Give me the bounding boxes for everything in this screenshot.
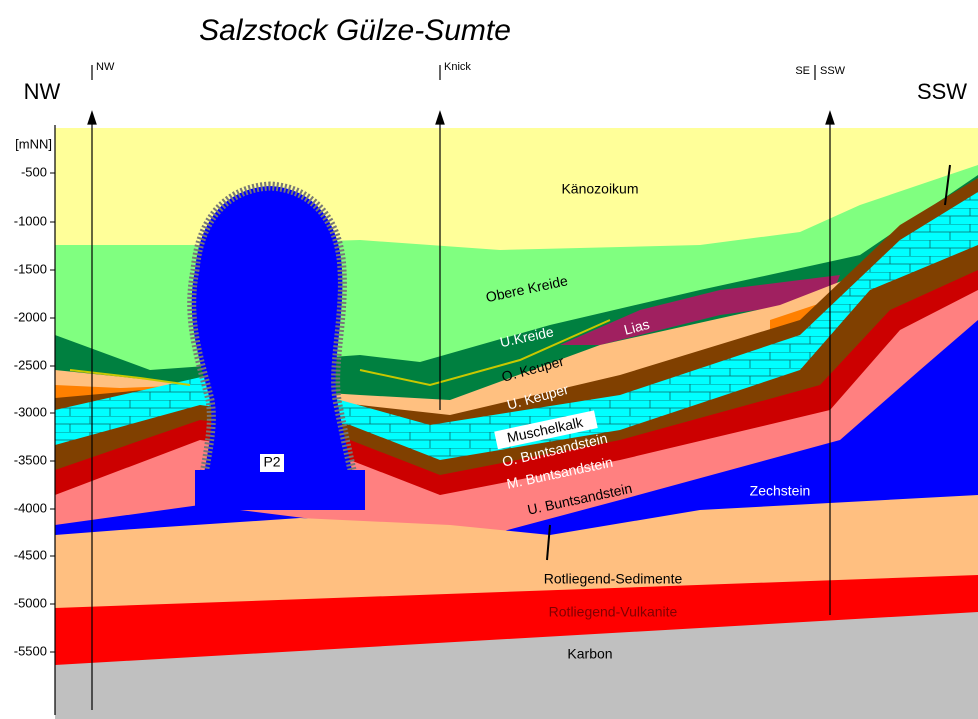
arrowhead (825, 110, 835, 125)
tick-label: -1500 (14, 261, 47, 276)
layer-label: Lias (622, 316, 651, 338)
layer-label: Känozoikum (561, 181, 638, 197)
layer-label: P2 (263, 454, 280, 470)
tick-label: -5000 (14, 595, 47, 610)
layer-label: Rotliegend-Vulkanite (549, 604, 678, 620)
tick-label: -3500 (14, 452, 47, 467)
salt-base (195, 470, 365, 510)
kreide-line (69, 369, 191, 386)
label-box (260, 454, 284, 472)
layers (55, 128, 978, 719)
tick-label: -5500 (14, 643, 47, 658)
direction-right: SSW (917, 79, 967, 104)
layer-label: Zechstein (750, 483, 811, 499)
layer-label: Karbon (567, 646, 612, 662)
karbon-layer (55, 612, 978, 719)
boreholes (54, 65, 951, 715)
tick-label: -4000 (14, 500, 47, 515)
direction-left: NW (24, 79, 61, 104)
lias-layer (560, 275, 840, 345)
tick-label: -1000 (14, 213, 47, 228)
tick-label: -3000 (14, 404, 47, 419)
salt-dome (187, 181, 365, 507)
tick-label: -2000 (14, 309, 47, 324)
tick-label: -4500 (14, 547, 47, 562)
fault-line (944, 164, 951, 206)
label-box (494, 410, 598, 450)
tick-label: -2500 (14, 357, 47, 372)
arrowhead (87, 110, 97, 125)
layer-label: Rotliegend-Sedimente (544, 571, 683, 587)
profile-label: Knick (444, 61, 471, 73)
profile-label: SE (795, 65, 810, 77)
arrowhead (435, 110, 445, 125)
profile-label: NW (96, 61, 115, 73)
title: Salzstock Gülze-Sumte (199, 14, 511, 47)
tick-label: -500 (21, 164, 47, 179)
kreide-line (359, 319, 611, 387)
profile-label: SSW (820, 65, 846, 77)
marker-line (546, 524, 551, 561)
axis-unit: [mNN] (15, 136, 52, 151)
depth-ticks (50, 172, 55, 653)
